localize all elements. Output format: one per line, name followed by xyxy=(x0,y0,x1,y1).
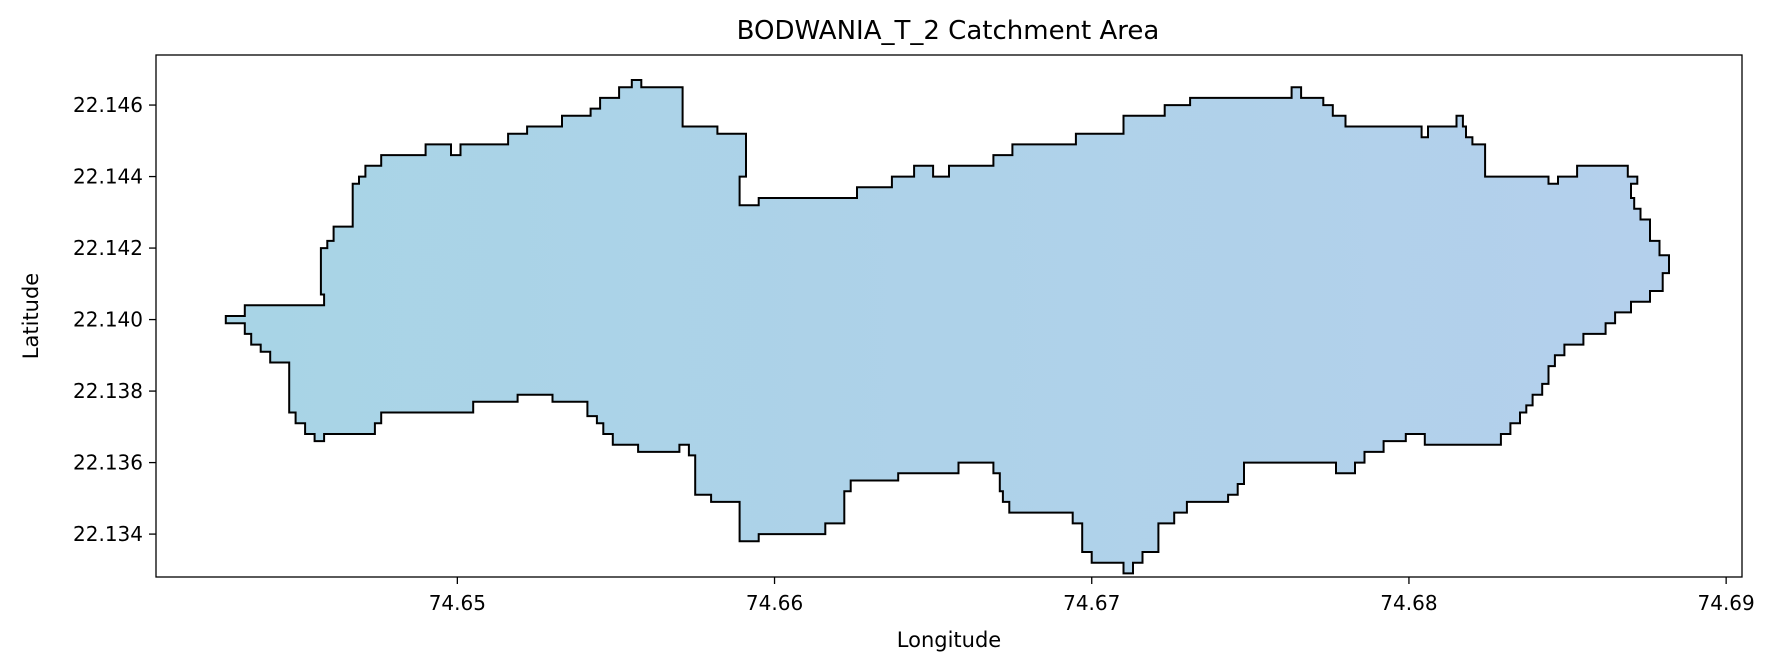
x-tick-label: 74.69 xyxy=(1698,591,1755,615)
y-tick-label: 22.134 xyxy=(73,522,143,546)
x-tick-label: 74.65 xyxy=(429,591,486,615)
y-axis-ticks: 22.134 22.136 22.138 22.140 22.142 22.144 22.1… xyxy=(73,93,156,546)
y-tick-label: 22.140 xyxy=(73,308,143,332)
x-tick-label: 74.68 xyxy=(1380,591,1437,615)
y-tick-label: 22.146 xyxy=(73,93,143,117)
catchment-polygon xyxy=(224,79,1670,575)
x-tick-label: 74.66 xyxy=(746,591,803,615)
y-tick-label: 22.142 xyxy=(73,236,143,260)
y-axis-label: Latitude xyxy=(19,273,43,359)
y-tick-label: 22.136 xyxy=(73,451,143,475)
plot-area xyxy=(224,79,1670,575)
y-tick-label: 22.144 xyxy=(73,165,143,189)
y-tick-label: 22.138 xyxy=(73,379,143,403)
plot-frame xyxy=(155,54,1743,578)
x-axis-label: Longitude xyxy=(897,628,1001,652)
x-axis-ticks: 74.65 74.66 74.67 74.68 74.69 xyxy=(429,577,1755,615)
x-tick-label: 74.67 xyxy=(1063,591,1120,615)
chart-title: BODWANIA_T_2 Catchment Area xyxy=(737,16,1160,46)
